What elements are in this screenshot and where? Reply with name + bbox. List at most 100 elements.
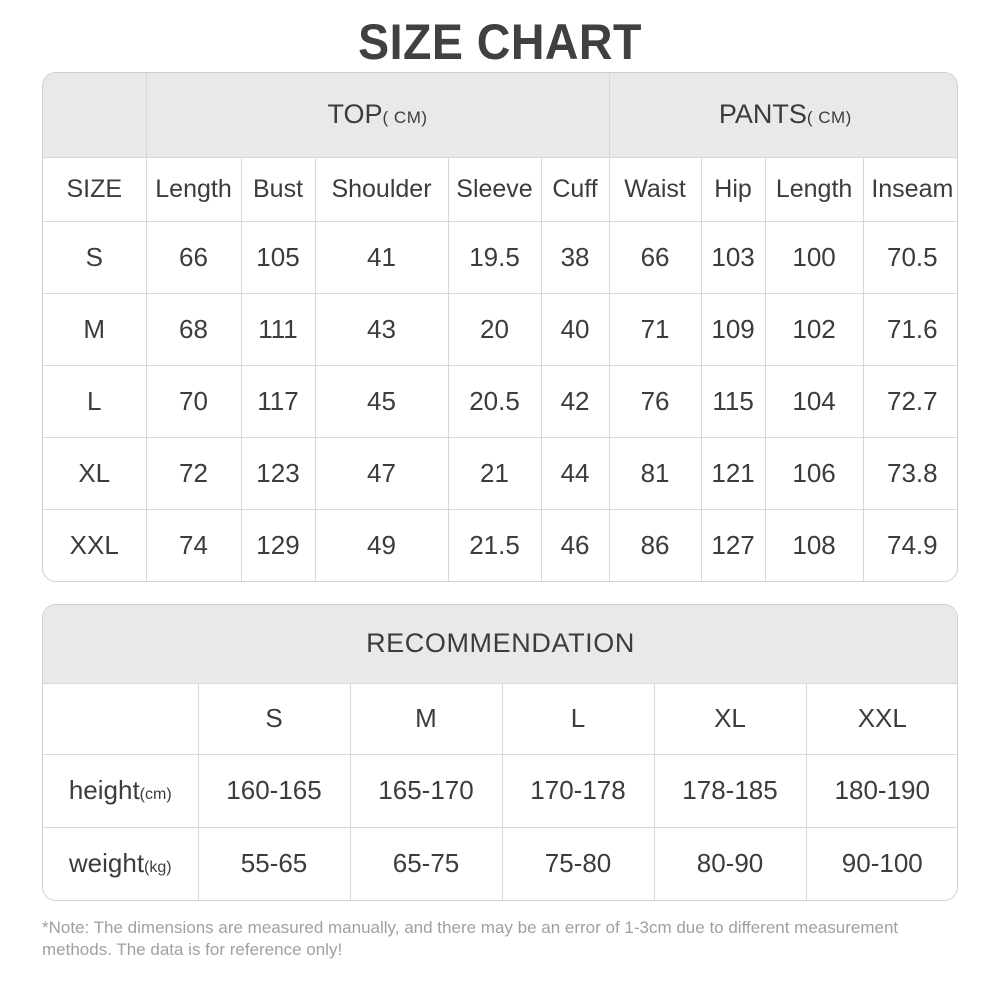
cell-bust: 129: [241, 509, 316, 581]
cell-sleeve: 20.5: [448, 365, 542, 438]
measurement-note: *Note: The dimensions are measured manua…: [42, 917, 899, 960]
group-header-pants-unit: ( CM): [806, 108, 852, 127]
recommendation-height-label: height(cm): [43, 754, 199, 828]
cell-shoulder: 41: [315, 221, 449, 294]
cell-shoulder: 49: [315, 509, 449, 581]
group-header-blank: [43, 72, 147, 158]
table-row: XL 72 123 47 21 44 81 121 106 73.8: [43, 437, 957, 510]
cell-sleeve: 21.5: [448, 509, 542, 581]
cell-top-length: 70: [146, 365, 242, 438]
size-chart-table: TOP( CM) PANTS( CM) SIZE Length Bust Sho…: [43, 72, 957, 581]
cell-waist: 71: [609, 293, 702, 366]
column-header-inseam: Inseam: [863, 157, 957, 222]
cell-hip: 103: [701, 221, 766, 294]
table-row: XXL 74 129 49 21.5 46 86 127 108 74.9: [43, 509, 957, 581]
cell-inseam: 73.8: [863, 437, 957, 510]
cell-shoulder: 43: [315, 293, 449, 366]
cell-cuff: 40: [541, 293, 610, 366]
cell-top-length: 74: [146, 509, 242, 581]
cell-waist: 76: [609, 365, 702, 438]
cell-inseam: 72.7: [863, 365, 957, 438]
page-title: SIZE CHART: [358, 14, 642, 70]
cell-waist: 86: [609, 509, 702, 581]
cell-weight-m: 65-75: [350, 827, 503, 900]
cell-pants-length: 104: [765, 365, 864, 438]
cell-bust: 123: [241, 437, 316, 510]
cell-height-s: 160-165: [198, 754, 351, 828]
recommendation-title-row: RECOMMENDATION: [43, 604, 957, 684]
cell-weight-s: 55-65: [198, 827, 351, 900]
cell-top-length: 72: [146, 437, 242, 510]
cell-pants-length: 106: [765, 437, 864, 510]
cell-hip: 127: [701, 509, 766, 581]
recommendation-title: RECOMMENDATION: [43, 604, 957, 684]
column-header-hip: Hip: [701, 157, 766, 222]
cell-inseam: 71.6: [863, 293, 957, 366]
column-header-waist: Waist: [609, 157, 702, 222]
group-header-top: TOP( CM): [146, 72, 610, 158]
row-size-label: M: [43, 293, 147, 366]
recommendation-weight-label: weight(kg): [43, 827, 199, 900]
column-header-bust: Bust: [241, 157, 316, 222]
table-row: M 68 111 43 20 40 71 109 102 71.6: [43, 293, 957, 366]
cell-hip: 109: [701, 293, 766, 366]
group-header-pants: PANTS( CM): [609, 72, 957, 158]
cell-cuff: 46: [541, 509, 610, 581]
cell-weight-xxl: 90-100: [841, 848, 923, 878]
recommendation-table: RECOMMENDATION S M L XL XXL height(cm) 1…: [43, 604, 957, 900]
cell-pants-length: 108: [765, 509, 864, 581]
cell-height-m: 165-170: [350, 754, 503, 828]
cell-bust: 117: [241, 365, 316, 438]
recommendation-card: RECOMMENDATION S M L XL XXL height(cm) 1…: [42, 603, 958, 901]
cell-height-xxl: 180-190: [806, 754, 957, 828]
recommendation-size-xl: XL: [654, 683, 807, 755]
height-label-unit: (cm): [139, 786, 172, 803]
group-header-row: TOP( CM) PANTS( CM): [43, 72, 957, 158]
cell-bust: 105: [241, 221, 316, 294]
column-header-cuff: Cuff: [541, 157, 610, 222]
table-row: L 70 117 45 20.5 42 76 115 104 72.7: [43, 365, 957, 438]
column-header-shoulder: Shoulder: [315, 157, 449, 222]
row-size-label: L: [43, 365, 147, 438]
size-chart-card: TOP( CM) PANTS( CM) SIZE Length Bust Sho…: [42, 71, 958, 582]
recommendation-size-l: L: [502, 683, 655, 755]
cell-top-length: 68: [146, 293, 242, 366]
cell-sleeve: 19.5: [448, 221, 542, 294]
recommendation-corner-blank: [43, 683, 199, 755]
weight-label-text: weight: [68, 848, 145, 878]
cell-sleeve: 20: [448, 293, 542, 366]
cell-pants-length: 100: [765, 221, 864, 294]
recommendation-height-row: height(cm) 160-165 165-170 170-178 178-1…: [43, 754, 957, 828]
weight-label-unit: (kg): [144, 859, 172, 876]
height-label-text: height: [68, 775, 140, 805]
cell-shoulder: 47: [315, 437, 449, 510]
cell-hip: 121: [701, 437, 766, 510]
cell-hip: 115: [701, 365, 766, 438]
recommendation-size-m: M: [350, 683, 503, 755]
row-size-label: XXL: [43, 509, 147, 581]
cell-pants-length: 102: [765, 293, 864, 366]
cell-height-xl: 178-185: [654, 754, 807, 828]
column-header-sleeve: Sleeve: [448, 157, 542, 222]
cell-cuff: 42: [541, 365, 610, 438]
group-header-top-label: TOP: [327, 99, 383, 129]
row-size-label: S: [43, 221, 147, 294]
cell-waist: 66: [609, 221, 702, 294]
cell-shoulder: 45: [315, 365, 449, 438]
column-header-size: SIZE: [43, 157, 147, 222]
recommendation-weight-row: weight(kg) 55-65 65-75 75-80 80-90 90-10…: [43, 827, 957, 900]
group-header-pants-label: PANTS: [718, 99, 807, 129]
cell-top-length: 66: [146, 221, 242, 294]
column-header-row: SIZE Length Bust Shoulder Sleeve Cuff Wa…: [43, 157, 957, 222]
cell-cuff: 44: [541, 437, 610, 510]
column-header-pants-length: Length: [765, 157, 864, 222]
row-size-label: XL: [43, 437, 147, 510]
cell-weight-xl: 80-90: [654, 827, 807, 900]
cell-inseam: 74.9: [887, 529, 938, 560]
cell-height-l: 170-178: [502, 754, 655, 828]
cell-waist: 81: [609, 437, 702, 510]
recommendation-size-xxl: XXL: [806, 683, 957, 755]
recommendation-size-s: S: [198, 683, 351, 755]
cell-sleeve: 21: [448, 437, 542, 510]
group-header-top-unit: ( CM): [382, 108, 428, 127]
